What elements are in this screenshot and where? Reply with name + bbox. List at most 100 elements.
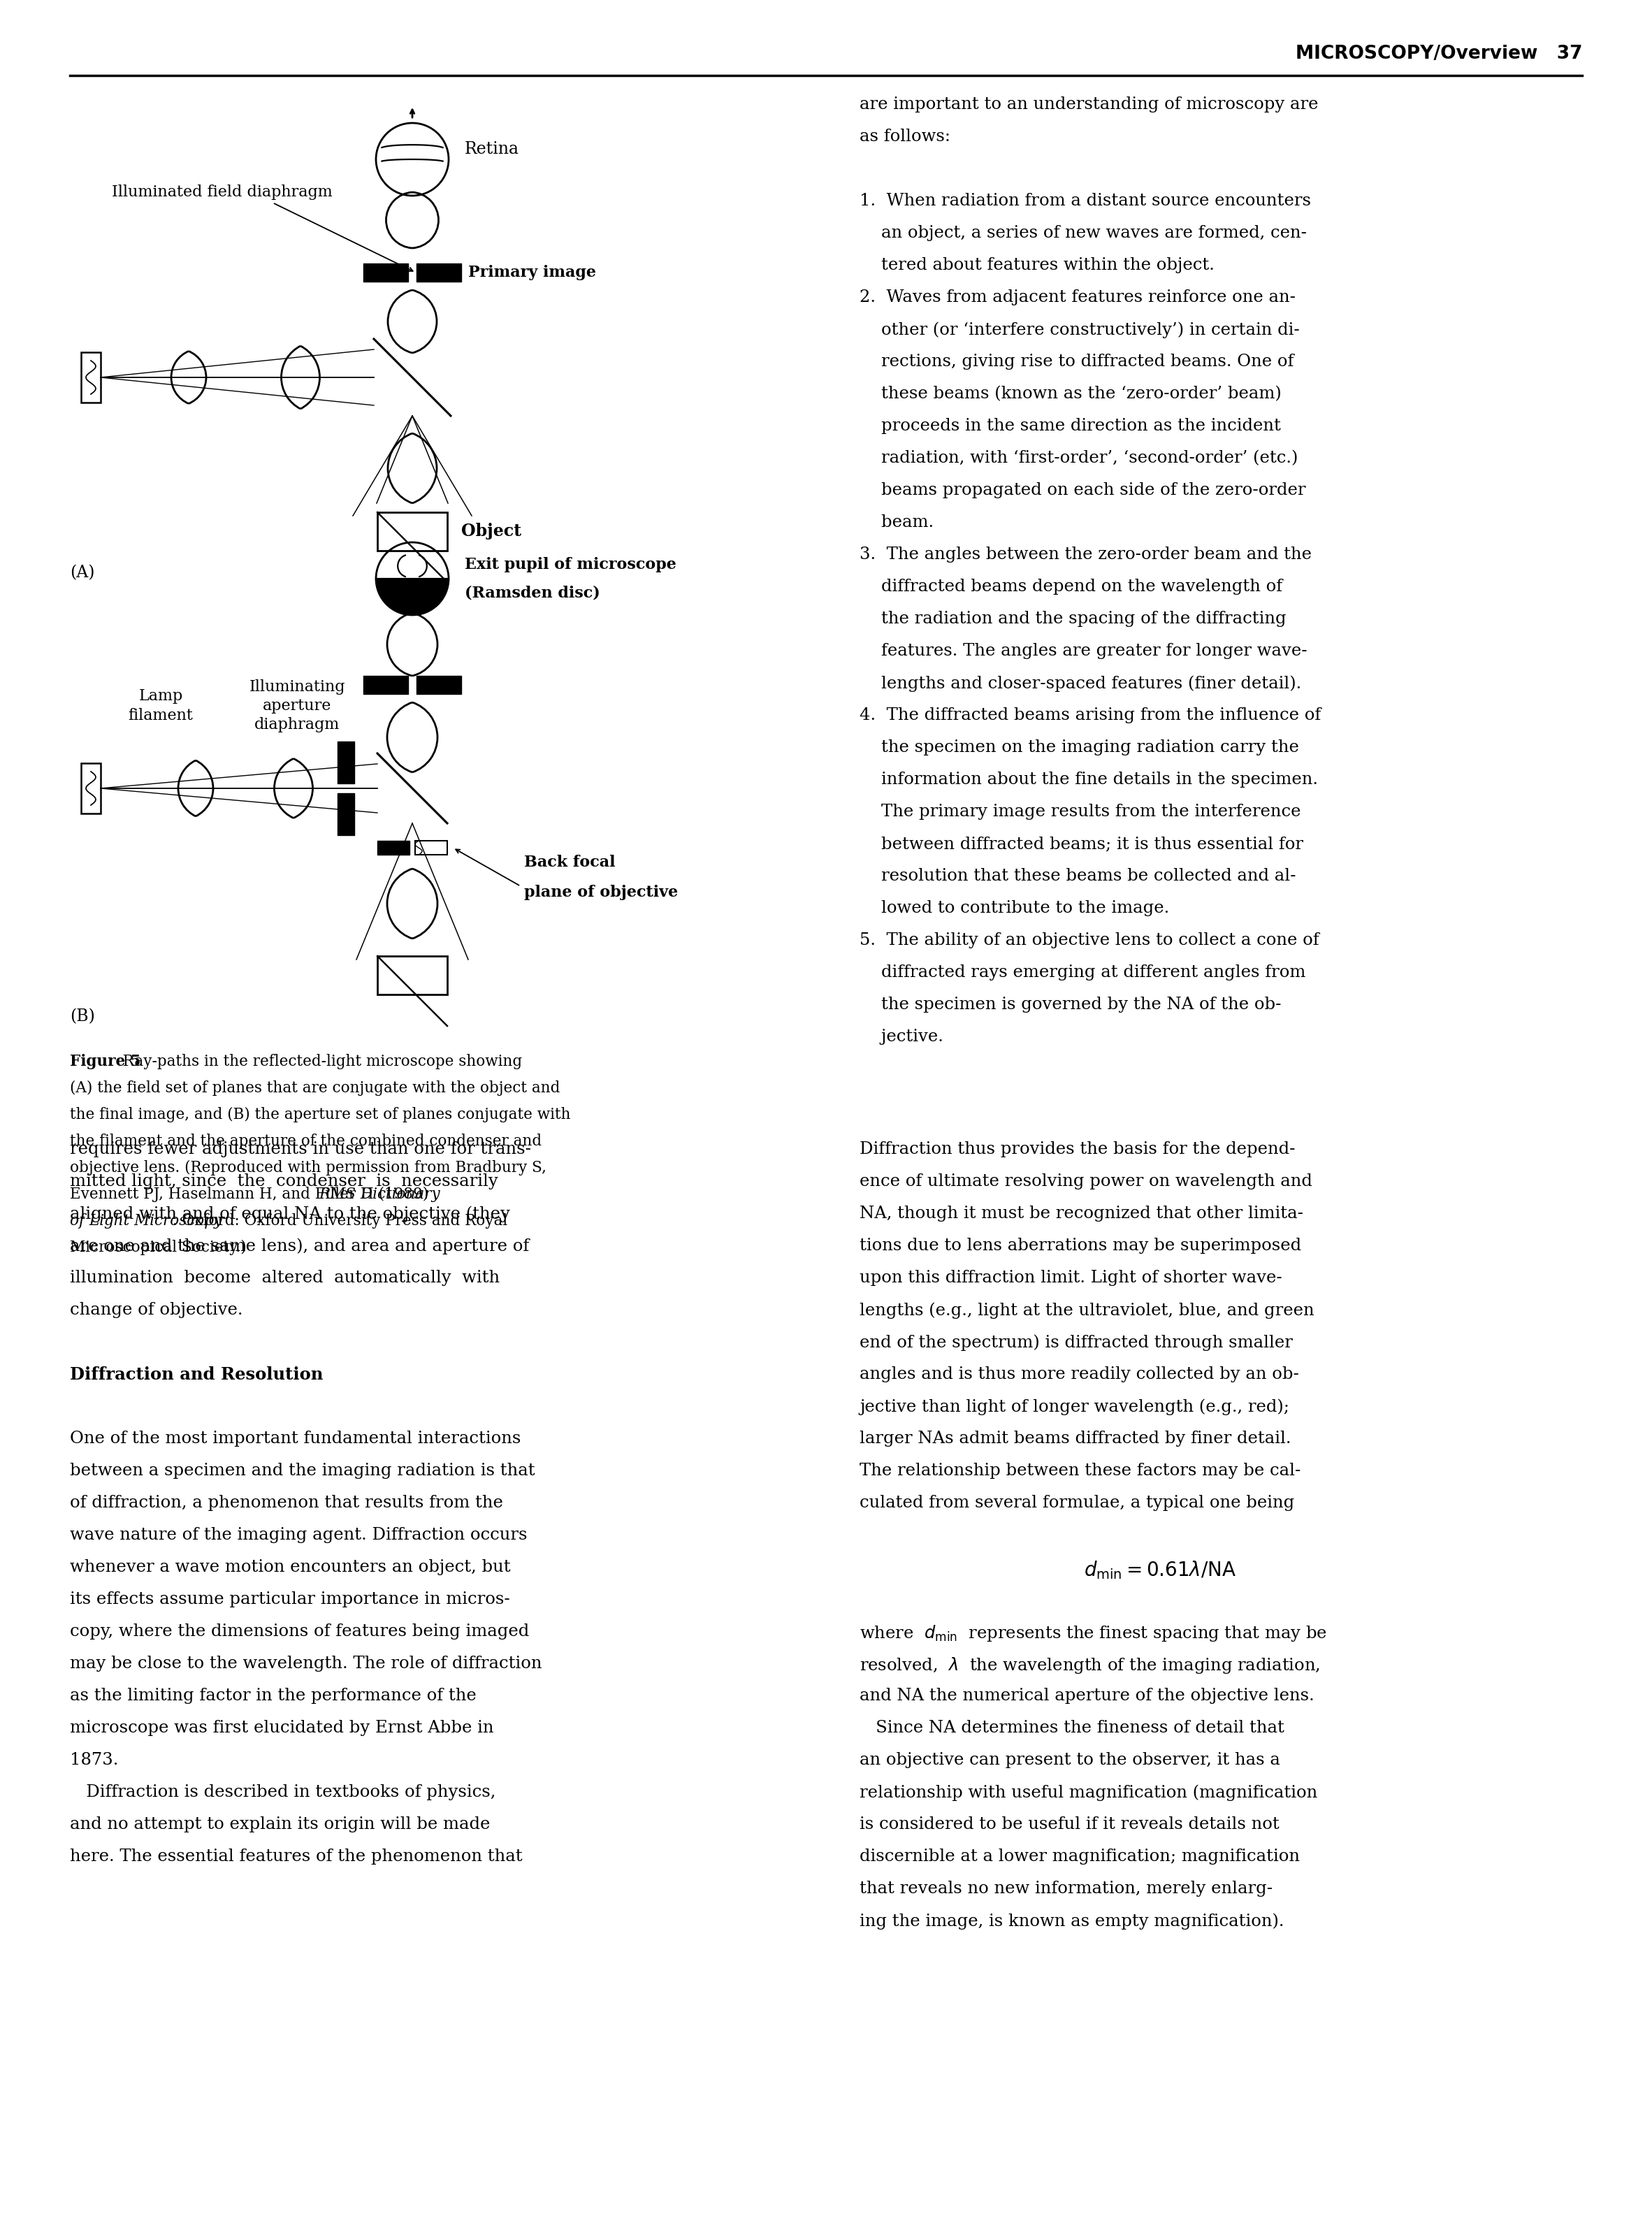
- Bar: [377, 512, 448, 550]
- Text: copy, where the dimensions of features being imaged: copy, where the dimensions of features b…: [69, 1624, 529, 1640]
- Text: between a specimen and the imaging radiation is that: between a specimen and the imaging radia…: [69, 1464, 535, 1479]
- Text: Illuminating
aperture
diaphragm: Illuminating aperture diaphragm: [249, 680, 345, 733]
- Bar: [81, 764, 101, 813]
- Text: relationship with useful magnification (magnification: relationship with useful magnification (…: [859, 1785, 1317, 1800]
- Text: that reveals no new information, merely enlarg-: that reveals no new information, merely …: [859, 1880, 1272, 1896]
- Text: and NA the numerical aperture of the objective lens.: and NA the numerical aperture of the obj…: [859, 1689, 1315, 1704]
- Text: NA, though it must be recognized that other limita-: NA, though it must be recognized that ot…: [859, 1205, 1303, 1221]
- Text: microscope was first elucidated by Ernst Abbe in: microscope was first elucidated by Ernst…: [69, 1720, 494, 1736]
- Text: angles and is thus more readily collected by an ob-: angles and is thus more readily collecte…: [859, 1366, 1298, 1381]
- Text: proceeds in the same direction as the incident: proceeds in the same direction as the in…: [859, 419, 1280, 434]
- Text: 1.  When radiation from a distant source encounters: 1. When radiation from a distant source …: [859, 194, 1312, 209]
- Text: RMS Dictionary: RMS Dictionary: [319, 1188, 441, 1203]
- Text: ence of ultimate resolving power on wavelength and: ence of ultimate resolving power on wave…: [859, 1174, 1312, 1190]
- Text: beams propagated on each side of the zero-order: beams propagated on each side of the zer…: [859, 481, 1305, 499]
- Text: jective.: jective.: [859, 1029, 943, 1045]
- Text: its effects assume particular importance in micros-: its effects assume particular importance…: [69, 1591, 510, 1606]
- Text: (Ramsden disc): (Ramsden disc): [464, 586, 600, 599]
- Text: aligned with and of equal NA to the objective (they: aligned with and of equal NA to the obje…: [69, 1205, 510, 1221]
- Text: tered about features within the object.: tered about features within the object.: [859, 256, 1214, 274]
- Text: upon this diffraction limit. Light of shorter wave-: upon this diffraction limit. Light of sh…: [859, 1270, 1282, 1286]
- Text: 3.  The angles between the zero-order beam and the: 3. The angles between the zero-order bea…: [859, 546, 1312, 564]
- Text: here. The essential features of the phenomenon that: here. The essential features of the phen…: [69, 1849, 522, 1865]
- Text: between diffracted beams; it is thus essential for: between diffracted beams; it is thus ess…: [859, 836, 1303, 851]
- Text: as follows:: as follows:: [859, 129, 950, 145]
- Text: ing the image, is known as empty magnification).: ing the image, is known as empty magnifi…: [859, 1914, 1284, 1929]
- Text: . Oxford: Oxford University Press and Royal: . Oxford: Oxford University Press and Ro…: [173, 1214, 507, 1228]
- Text: $d_{\mathrm{min}} = 0.61\lambda/\mathrm{NA}$: $d_{\mathrm{min}} = 0.61\lambda/\mathrm{…: [1084, 1560, 1236, 1580]
- Text: is considered to be useful if it reveals details not: is considered to be useful if it reveals…: [859, 1816, 1279, 1831]
- Text: beam.: beam.: [859, 515, 933, 530]
- Polygon shape: [377, 579, 449, 615]
- Bar: [377, 956, 448, 994]
- Text: the specimen is governed by the NA of the ob-: the specimen is governed by the NA of th…: [859, 996, 1282, 1014]
- Text: Illuminated field diaphragm: Illuminated field diaphragm: [112, 185, 332, 201]
- Text: radiation, with ‘first-order’, ‘second-order’ (etc.): radiation, with ‘first-order’, ‘second-o…: [859, 450, 1298, 466]
- Text: and no attempt to explain its origin will be made: and no attempt to explain its origin wil…: [69, 1816, 491, 1831]
- Text: diffracted rays emerging at different angles from: diffracted rays emerging at different an…: [859, 965, 1305, 980]
- Text: the radiation and the spacing of the diffracting: the radiation and the spacing of the dif…: [859, 610, 1287, 626]
- Text: The primary image results from the interference: The primary image results from the inter…: [859, 804, 1300, 820]
- Text: 1873.: 1873.: [69, 1751, 119, 1769]
- Text: Microscopical Society.): Microscopical Society.): [69, 1239, 246, 1254]
- Text: resolved,  $\lambda$  the wavelength of the imaging radiation,: resolved, $\lambda$ the wavelength of th…: [859, 1655, 1320, 1675]
- Text: (A) the field set of planes that are conjugate with the object and: (A) the field set of planes that are con…: [69, 1081, 560, 1096]
- Text: Object: Object: [461, 524, 522, 539]
- Text: these beams (known as the ‘zero-order’ beam): these beams (known as the ‘zero-order’ b…: [859, 385, 1282, 401]
- Text: the specimen on the imaging radiation carry the: the specimen on the imaging radiation ca…: [859, 740, 1298, 755]
- Text: discernible at a lower magnification; magnification: discernible at a lower magnification; ma…: [859, 1849, 1300, 1865]
- Text: as the limiting factor in the performance of the: as the limiting factor in the performanc…: [69, 1689, 476, 1704]
- Text: larger NAs admit beams diffracted by finer detail.: larger NAs admit beams diffracted by fin…: [859, 1430, 1292, 1446]
- Text: the final image, and (B) the aperture set of planes conjugate with: the final image, and (B) the aperture se…: [69, 1107, 570, 1123]
- Text: jective than light of longer wavelength (e.g., red);: jective than light of longer wavelength …: [859, 1399, 1289, 1415]
- Polygon shape: [415, 840, 448, 856]
- Text: Diffraction and Resolution: Diffraction and Resolution: [69, 1366, 324, 1384]
- Polygon shape: [377, 840, 410, 856]
- Text: Exit pupil of microscope: Exit pupil of microscope: [464, 557, 676, 573]
- Text: Lamp
filament: Lamp filament: [129, 688, 193, 724]
- Text: lengths and closer-spaced features (finer detail).: lengths and closer-spaced features (fine…: [859, 675, 1302, 691]
- Text: requires fewer adjustments in use than one for trans-: requires fewer adjustments in use than o…: [69, 1141, 530, 1156]
- Text: (B): (B): [69, 1009, 94, 1025]
- Text: resolution that these beams be collected and al-: resolution that these beams be collected…: [859, 869, 1295, 885]
- Text: where  $d_{\mathrm{min}}$  represents the finest spacing that may be: where $d_{\mathrm{min}}$ represents the …: [859, 1624, 1327, 1642]
- Text: Diffraction is described in textbooks of physics,: Diffraction is described in textbooks of…: [69, 1785, 496, 1800]
- Text: rections, giving rise to diffracted beams. One of: rections, giving rise to diffracted beam…: [859, 354, 1294, 370]
- Text: 2.  Waves from adjacent features reinforce one an-: 2. Waves from adjacent features reinforc…: [859, 290, 1295, 305]
- Text: The relationship between these factors may be cal-: The relationship between these factors m…: [859, 1464, 1300, 1479]
- Text: diffracted beams depend on the wavelength of: diffracted beams depend on the wavelengt…: [859, 579, 1282, 595]
- Text: (A): (A): [69, 564, 94, 582]
- Text: information about the fine details in the specimen.: information about the fine details in th…: [859, 771, 1318, 789]
- Text: Retina: Retina: [464, 140, 519, 156]
- Text: the filament and the aperture of the combined condenser and: the filament and the aperture of the com…: [69, 1134, 542, 1150]
- Text: plane of objective: plane of objective: [524, 885, 677, 900]
- Text: wave nature of the imaging agent. Diffraction occurs: wave nature of the imaging agent. Diffra…: [69, 1526, 527, 1544]
- Text: of Light Microscopy: of Light Microscopy: [69, 1214, 223, 1228]
- Text: Back focal: Back focal: [524, 856, 615, 871]
- Text: MICROSCOPY/Overview   37: MICROSCOPY/Overview 37: [1295, 45, 1583, 62]
- Text: are important to an understanding of microscopy are: are important to an understanding of mic…: [859, 96, 1318, 114]
- Text: features. The angles are greater for longer wave-: features. The angles are greater for lon…: [859, 644, 1307, 659]
- Text: Diffraction thus provides the basis for the depend-: Diffraction thus provides the basis for …: [859, 1141, 1295, 1156]
- Text: objective lens. (Reproduced with permission from Bradbury S,: objective lens. (Reproduced with permiss…: [69, 1161, 547, 1176]
- Text: Ray-paths in the reflected-light microscope showing: Ray-paths in the reflected-light microsc…: [114, 1054, 522, 1069]
- Text: other (or ‘interfere constructively’) in certain di-: other (or ‘interfere constructively’) in…: [859, 321, 1300, 339]
- Text: an objective can present to the observer, it has a: an objective can present to the observer…: [859, 1751, 1280, 1769]
- Text: lowed to contribute to the image.: lowed to contribute to the image.: [859, 900, 1170, 916]
- Text: Evennett PJ, Haselmann H, and Filler H (1989): Evennett PJ, Haselmann H, and Filler H (…: [69, 1188, 433, 1203]
- Text: tions due to lens aberrations may be superimposed: tions due to lens aberrations may be sup…: [859, 1239, 1302, 1254]
- Text: Figure 5: Figure 5: [69, 1054, 140, 1069]
- Text: end of the spectrum) is diffracted through smaller: end of the spectrum) is diffracted throu…: [859, 1335, 1294, 1350]
- Text: Primary image: Primary image: [468, 265, 596, 281]
- Text: of diffraction, a phenomenon that results from the: of diffraction, a phenomenon that result…: [69, 1495, 504, 1511]
- Text: change of objective.: change of objective.: [69, 1301, 243, 1319]
- Text: mitted light, since  the  condenser  is  necessarily: mitted light, since the condenser is nec…: [69, 1174, 499, 1190]
- Text: an object, a series of new waves are formed, cen-: an object, a series of new waves are for…: [859, 225, 1307, 241]
- Text: One of the most important fundamental interactions: One of the most important fundamental in…: [69, 1430, 520, 1446]
- Text: culated from several formulae, a typical one being: culated from several formulae, a typical…: [859, 1495, 1295, 1511]
- Text: Since NA determines the fineness of detail that: Since NA determines the fineness of deta…: [859, 1720, 1284, 1736]
- Bar: [81, 352, 101, 403]
- Text: 4.  The diffracted beams arising from the influence of: 4. The diffracted beams arising from the…: [859, 706, 1322, 724]
- Text: may be close to the wavelength. The role of diffraction: may be close to the wavelength. The role…: [69, 1655, 542, 1671]
- Text: whenever a wave motion encounters an object, but: whenever a wave motion encounters an obj…: [69, 1560, 510, 1575]
